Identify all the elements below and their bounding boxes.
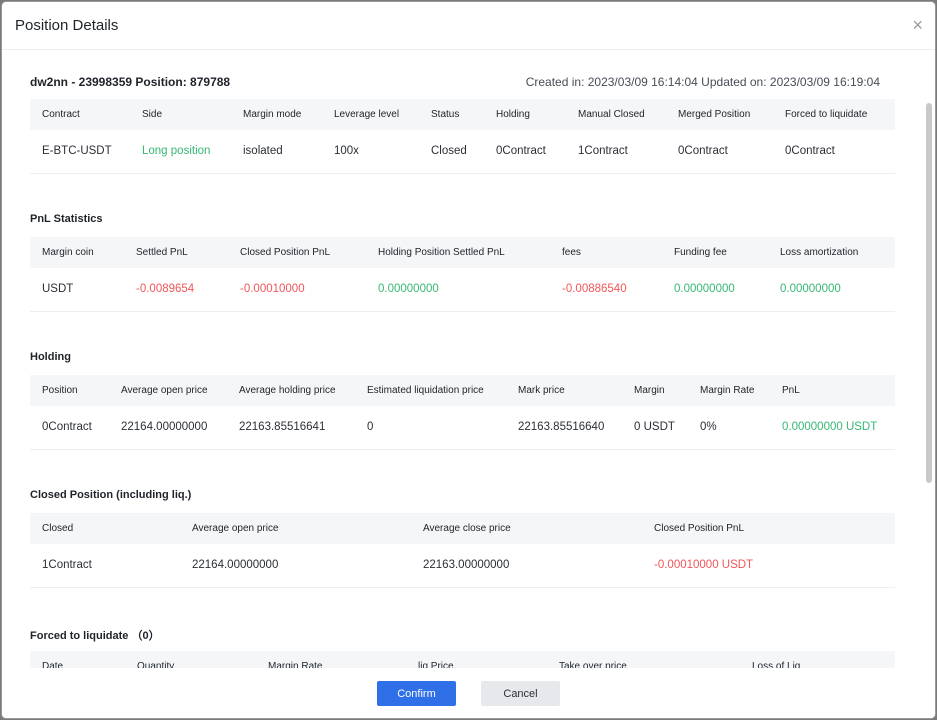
header-loss-of-liq: Loss of Liq	[740, 651, 895, 668]
position-dates: Created in: 2023/03/09 16:14:04 Updated …	[525, 75, 880, 89]
cell-average-open-price: 22164.00000000	[109, 406, 227, 450]
header-manual-closed: Manual Closed	[566, 99, 666, 130]
cell-estimated-liquidation-price: 0	[355, 406, 506, 450]
cell-side: Long position	[130, 130, 231, 174]
holding-table: Position Average open price Average hold…	[30, 375, 895, 450]
header-leverage-level: Leverage level	[322, 99, 419, 130]
header-average-holding-price: Average holding price	[227, 375, 355, 406]
cell-holding-position-settled-pnl: 0.00000000	[366, 268, 550, 312]
header-funding-fee: Funding fee	[662, 237, 768, 268]
cell-funding-fee: 0.00000000	[662, 268, 768, 312]
cell-mark-price: 22163.85516640	[506, 406, 622, 450]
header-contract: Contract	[30, 99, 130, 130]
header-pnl: PnL	[770, 375, 895, 406]
header-take-over-price: Take over price	[547, 651, 740, 668]
cell-status: Closed	[419, 130, 484, 174]
cell-manual-closed: 1Contract	[566, 130, 666, 174]
header-liq-price: liq Price	[406, 651, 547, 668]
cell-margin-rate: 0%	[688, 406, 770, 450]
header-holding: Holding	[484, 99, 566, 130]
cell-closed: 1Contract	[30, 544, 180, 588]
pnl-section-title: PnL Statistics	[30, 213, 103, 225]
header-side: Side	[130, 99, 231, 130]
header-fees: fees	[550, 237, 662, 268]
header-average-close-price: Average close price	[411, 513, 642, 544]
header-closed: Closed	[30, 513, 180, 544]
modal-header: Position Details ×	[2, 2, 935, 50]
table-row: 0Contract 22164.00000000 22163.85516641 …	[30, 406, 895, 450]
header-margin-rate: Margin Rate	[256, 651, 406, 668]
cell-margin-mode: isolated	[231, 130, 322, 174]
close-icon[interactable]: ×	[912, 15, 923, 35]
header-settled-pnl: Settled PnL	[124, 237, 228, 268]
cell-leverage-level: 100x	[322, 130, 419, 174]
holding-section-title: Holding	[30, 351, 71, 363]
cell-loss-amortization: 0.00000000	[768, 268, 895, 312]
table-row: USDT -0.0089654 -0.00010000 0.00000000 -…	[30, 268, 895, 312]
header-margin: Margin	[622, 375, 688, 406]
closed-section-title: Closed Position (including liq.)	[30, 489, 192, 501]
liquidate-table: Date Quantity Margin Rate liq Price Take…	[30, 651, 895, 668]
modal-title: Position Details	[15, 17, 119, 34]
closed-table: Closed Average open price Average close …	[30, 513, 895, 588]
cell-contract: E-BTC-USDT	[30, 130, 130, 174]
cell-closed-position-pnl: -0.00010000 USDT	[642, 544, 895, 588]
header-estimated-liquidation-price: Estimated liquidation price	[355, 375, 506, 406]
pnl-table: Margin coin Settled PnL Closed Position …	[30, 237, 895, 312]
header-margin-rate: Margin Rate	[688, 375, 770, 406]
cell-settled-pnl: -0.0089654	[124, 268, 228, 312]
header-average-open-price: Average open price	[180, 513, 411, 544]
cell-average-close-price: 22163.00000000	[411, 544, 642, 588]
header-closed-position-pnl: Closed Position PnL	[642, 513, 895, 544]
header-date: Date	[30, 651, 125, 668]
modal-body[interactable]: dw2nn - 23998359 Position: 879788 Create…	[2, 51, 935, 668]
cell-holding: 0Contract	[484, 130, 566, 174]
cell-fees: -0.00886540	[550, 268, 662, 312]
modal-footer: Confirm Cancel	[2, 668, 935, 718]
header-quantity: Quantity	[125, 651, 256, 668]
position-heading: dw2nn - 23998359 Position: 879788	[30, 75, 231, 89]
cell-margin: 0 USDT	[622, 406, 688, 450]
table-row: 1Contract 22164.00000000 22163.00000000 …	[30, 544, 895, 588]
header-merged-position: Merged Position	[666, 99, 773, 130]
scrollbar[interactable]	[926, 103, 932, 483]
header-margin-mode: Margin mode	[231, 99, 322, 130]
cell-average-holding-price: 22163.85516641	[227, 406, 355, 450]
cell-margin-coin: USDT	[30, 268, 124, 312]
header-status: Status	[419, 99, 484, 130]
table-row: E-BTC-USDT Long position isolated 100x C…	[30, 130, 895, 174]
header-average-open-price: Average open price	[109, 375, 227, 406]
confirm-button[interactable]: Confirm	[377, 681, 456, 706]
cancel-button[interactable]: Cancel	[481, 681, 560, 706]
header-loss-amortization: Loss amortization	[768, 237, 895, 268]
header-mark-price: Mark price	[506, 375, 622, 406]
cell-average-open-price: 22164.00000000	[180, 544, 411, 588]
header-forced-to-liquidate: Forced to liquidate	[773, 99, 895, 130]
cell-pnl: 0.00000000 USDT	[770, 406, 895, 450]
liquidate-section-title: Forced to liquidate （0）	[30, 630, 160, 642]
cell-forced-to-liquidate: 0Contract	[773, 130, 895, 174]
cell-position: 0Contract	[30, 406, 109, 450]
header-closed-position-pnl: Closed Position PnL	[228, 237, 366, 268]
header-holding-position-settled-pnl: Holding Position Settled PnL	[366, 237, 550, 268]
cell-closed-position-pnl: -0.00010000	[228, 268, 366, 312]
header-margin-coin: Margin coin	[30, 237, 124, 268]
overview-table: Contract Side Margin mode Leverage level…	[30, 99, 895, 174]
cell-merged-position: 0Contract	[666, 130, 773, 174]
header-position: Position	[30, 375, 109, 406]
